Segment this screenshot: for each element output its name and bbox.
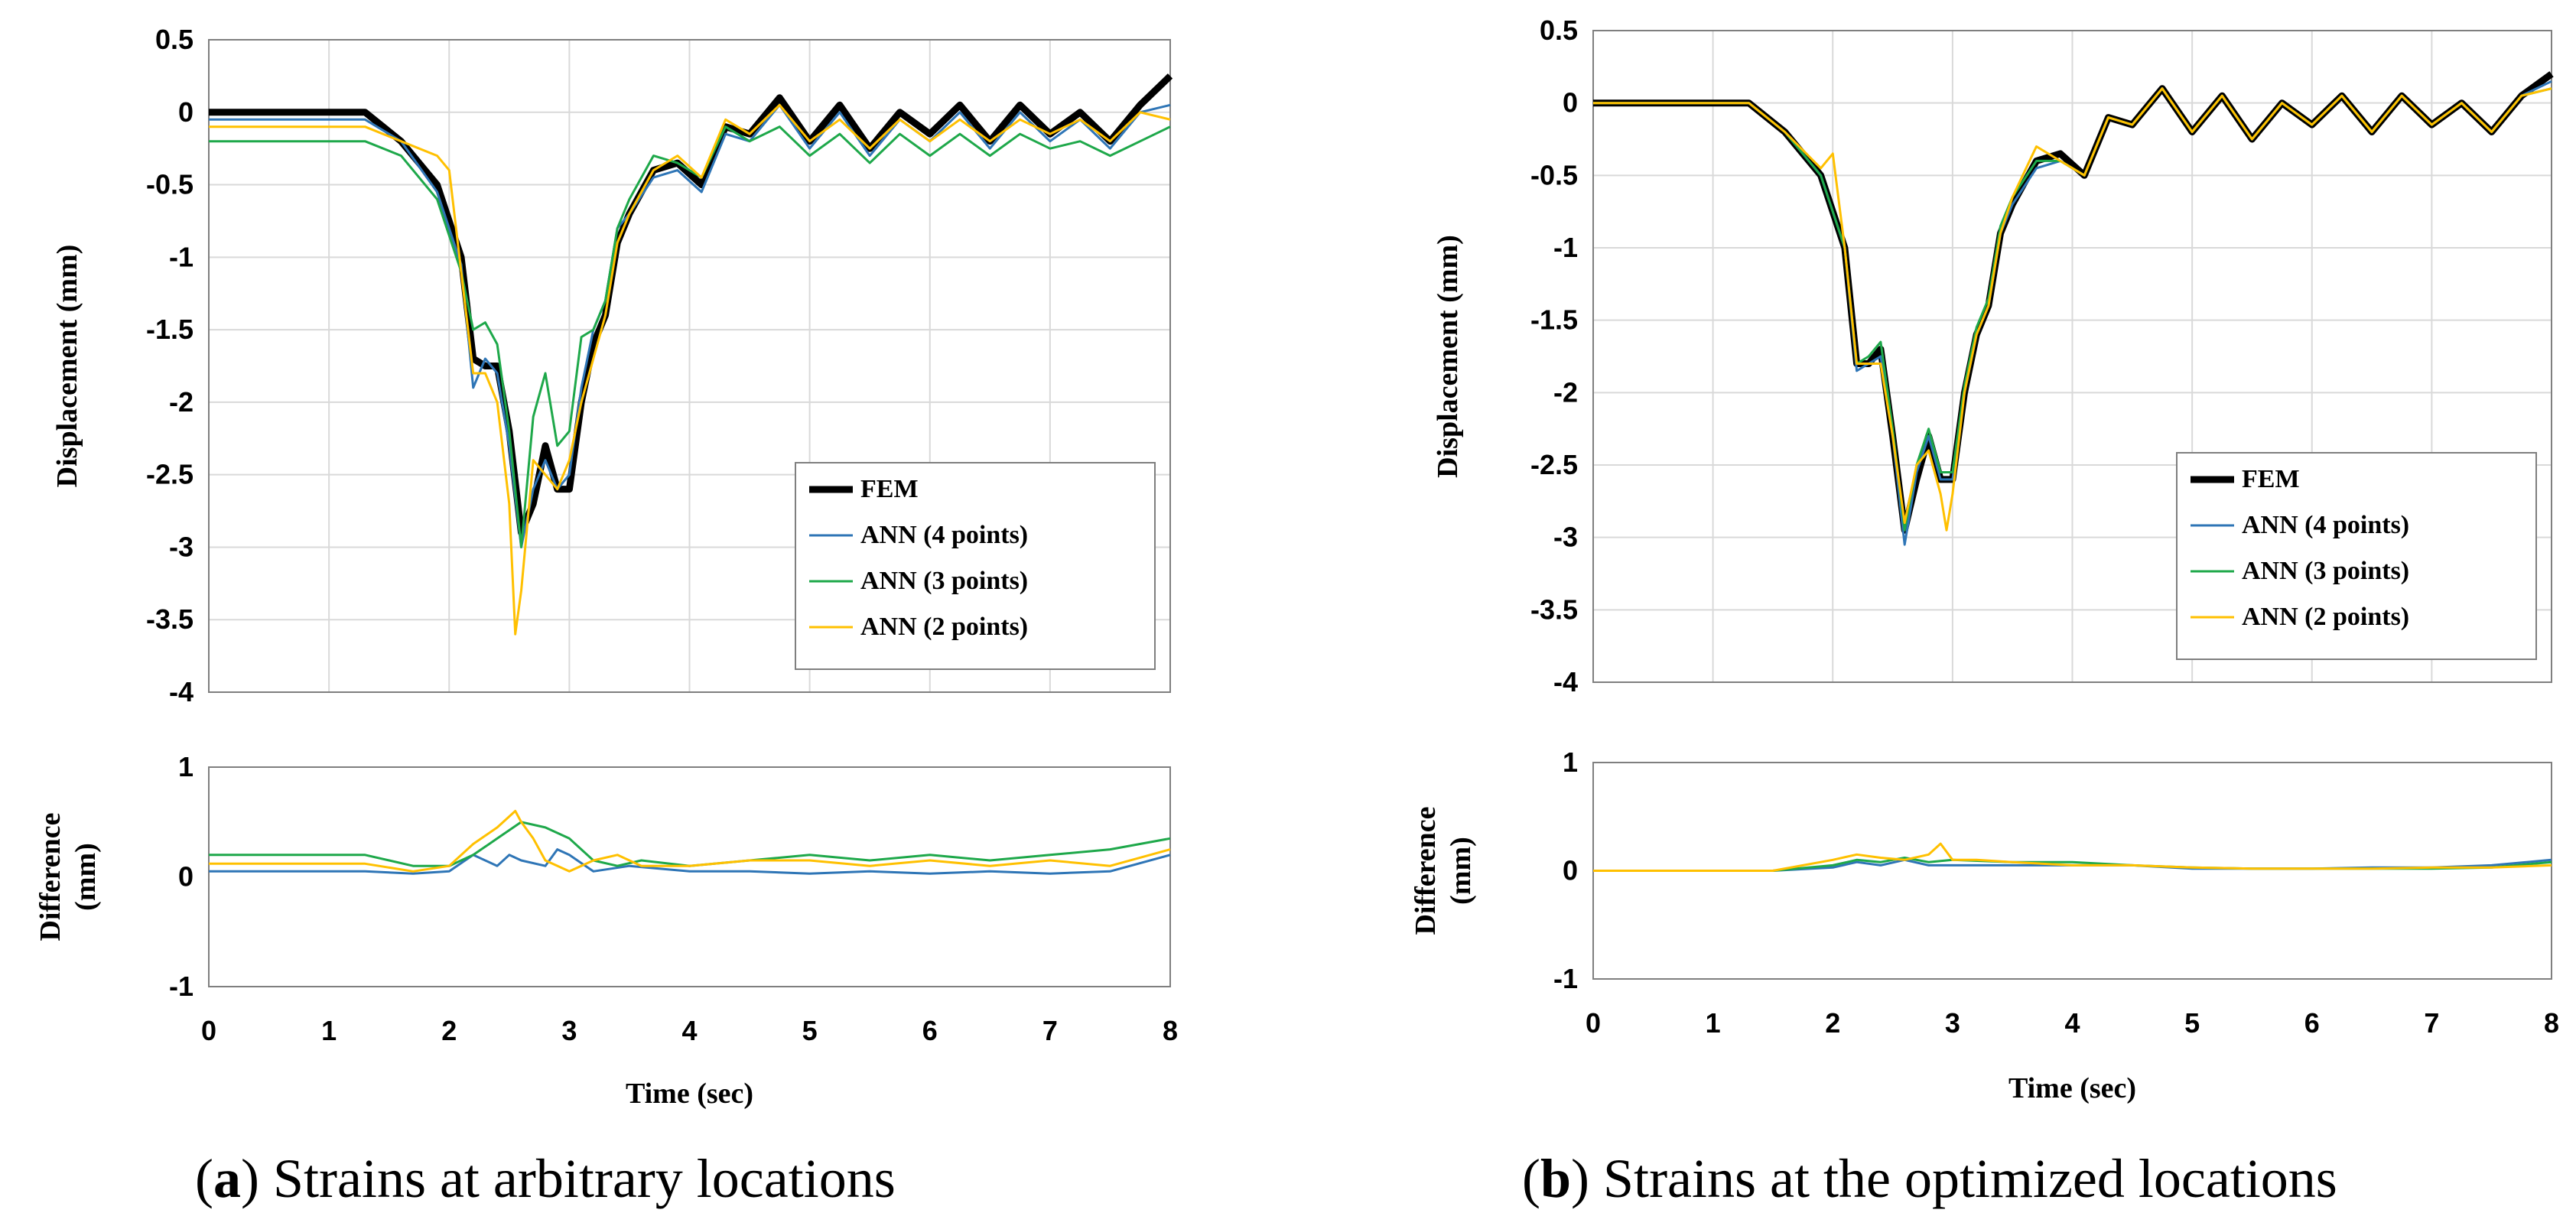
y-tick-label: -1.5	[1530, 304, 1578, 336]
series-line-ann-4-points	[209, 103, 1171, 548]
diff-y-tick-label: 0	[1563, 855, 1578, 886]
y-tick-label: -3.5	[146, 603, 194, 635]
legend-label: ANN (4 points)	[860, 521, 1028, 549]
y-axis-label: Displacement (mm)	[1432, 235, 1464, 478]
caption-text: Strains at the optimized locations	[1603, 1148, 2337, 1209]
x-tick-label: 8	[2544, 1007, 2559, 1039]
x-tick-label: 3	[561, 1015, 577, 1046]
y-tick-label: -2.5	[1530, 449, 1578, 480]
x-tick-label: 1	[1706, 1007, 1721, 1039]
x-axis-label: Time (sec)	[626, 1078, 753, 1110]
y-tick-label: 0	[1563, 87, 1578, 119]
x-tick-label: 4	[681, 1015, 697, 1046]
legend-label: FEM	[860, 475, 919, 503]
diff-y-axis-label: Difference	[34, 812, 67, 941]
y-tick-label: -1	[169, 241, 194, 272]
panel-caption: (a) Strains at arbitrary locations	[195, 1148, 896, 1209]
diff-series-ann-2-points	[209, 809, 1171, 873]
plot-frame	[208, 39, 1171, 693]
legend-label: FEM	[2242, 465, 2300, 493]
y-tick-label: -0.5	[1530, 159, 1578, 190]
diff-series-ann-3-points	[209, 821, 1171, 867]
y-axis-label: Displacement (mm)	[51, 245, 83, 488]
series-line-ann-2-points	[209, 103, 1171, 636]
y-tick-label: 0	[178, 96, 194, 128]
y-tick-label: -2.5	[146, 459, 194, 490]
y-tick-label: -1	[1553, 232, 1578, 263]
legend-label: ANN (4 points)	[2242, 511, 2409, 539]
panel-label: b	[1540, 1148, 1571, 1209]
diff-series-ann-2-points	[1593, 842, 2552, 872]
y-tick-label: -3	[169, 531, 194, 562]
panel-label: a	[213, 1148, 241, 1209]
diff-y-tick-label: 1	[1563, 746, 1578, 778]
legend-label: ANN (3 points)	[860, 567, 1028, 595]
panel-caption: (b) Strains at the optimized locations	[1522, 1148, 2337, 1209]
chart-panel-a: 0.5 0 -0.5 -1 -1.5 -2 -2.5 -3 -3.5 -4 Displacement…	[34, 24, 1178, 1209]
diff-y-axis-unit: (mm)	[1445, 837, 1477, 905]
x-tick-label: 1	[321, 1015, 337, 1046]
diff-plot-frame	[208, 766, 1171, 987]
x-tick-label: 7	[2424, 1007, 2439, 1039]
legend: FEM ANN (4 points) ANN (3 points) ANN (2 po…	[795, 462, 1156, 670]
y-tick-label: -1.5	[146, 314, 194, 345]
x-tick-label: 0	[201, 1015, 216, 1046]
caption-text: Strains at arbitrary locations	[273, 1148, 896, 1209]
diff-y-axis-label: Difference	[1410, 806, 1442, 935]
y-tick-label: -2	[169, 386, 194, 418]
plot-frame	[1592, 30, 2552, 683]
y-tick-label: -4	[169, 676, 194, 707]
diff-series-ann-4-points	[209, 848, 1171, 875]
y-tick-label: -0.5	[146, 169, 194, 200]
legend-label: ANN (2 points)	[860, 613, 1028, 641]
y-tick-label: 0.5	[155, 24, 194, 55]
legend-label: ANN (3 points)	[2242, 557, 2409, 585]
x-tick-label: 5	[802, 1015, 818, 1046]
diff-y-tick-label: -1	[1553, 963, 1578, 994]
x-tick-label: 0	[1586, 1007, 1601, 1039]
legend-box	[2176, 452, 2537, 660]
y-tick-label: 0.5	[1540, 15, 1578, 46]
x-tick-label: 3	[1945, 1007, 1960, 1039]
x-tick-label: 6	[922, 1015, 938, 1046]
chart-panel-b: 0.5 0 -0.5 -1 -1.5 -2 -2.5 -3 -3.5 -4 Displacement…	[1410, 15, 2559, 1209]
x-tick-label: 4	[2064, 1007, 2080, 1039]
y-tick-label: -2	[1553, 376, 1578, 408]
diff-plot-area	[209, 767, 1170, 987]
x-tick-label: 8	[1163, 1015, 1178, 1046]
legend: FEM ANN (4 points) ANN (3 points) ANN (2 po…	[2176, 452, 2537, 660]
y-tick-label: -4	[1553, 666, 1578, 698]
x-axis-label: Time (sec)	[2008, 1072, 2136, 1104]
x-tick-label: 7	[1042, 1015, 1058, 1046]
x-tick-label: 5	[2184, 1007, 2200, 1039]
diff-y-axis-unit: (mm)	[70, 843, 102, 911]
x-tick-label: 2	[1825, 1007, 1840, 1039]
x-tick-label: 6	[2304, 1007, 2320, 1039]
diff-y-tick-label: -1	[169, 971, 194, 1002]
x-tick-label: 2	[441, 1015, 457, 1046]
series-line-ann-2-points	[1593, 87, 2552, 532]
y-tick-label: -3.5	[1530, 593, 1578, 625]
legend-label: ANN (2 points)	[2242, 603, 2409, 631]
legend-box	[795, 462, 1156, 670]
y-tick-label: -3	[1553, 522, 1578, 553]
diff-y-tick-label: 1	[178, 751, 194, 782]
diff-y-tick-label: 0	[178, 861, 194, 893]
series-line-ann-3-points	[209, 125, 1171, 548]
